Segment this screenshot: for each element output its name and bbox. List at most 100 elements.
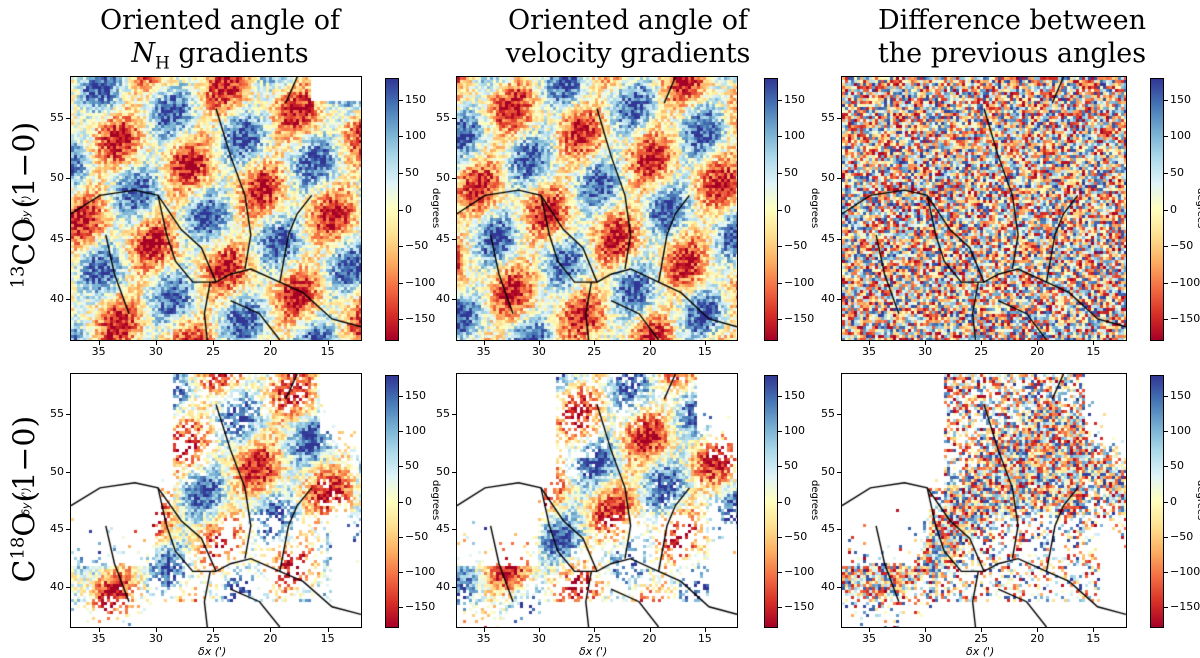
colorbar-tick-label: 0: [1170, 202, 1177, 216]
colorbar-tickmark: [399, 209, 403, 211]
y-tick-label: 45: [50, 522, 64, 536]
colorbar-tickmark: [1164, 172, 1168, 174]
colorbar-tick-label: 150: [405, 389, 426, 403]
colorbar-tickmark: [1164, 319, 1168, 321]
x-tick-label: 35: [862, 345, 877, 358]
x-tick-label: 15: [1086, 345, 1101, 358]
colorbar-tickmark: [399, 431, 403, 433]
colorbar-tickmark: [778, 282, 782, 284]
column-title-3: Difference between the previous angles: [847, 4, 1177, 70]
x-tickmark: [649, 628, 651, 632]
x-tick-label: 15: [697, 632, 712, 645]
x-tickmark: [594, 628, 596, 632]
colorbar-tick-label: 100: [784, 129, 805, 143]
y-tickmark: [452, 118, 456, 120]
colorbar-tickmark: [399, 136, 403, 138]
x-axis-label: δx ('): [579, 645, 608, 658]
x-tickmark: [981, 341, 983, 345]
colorbar-tickmark: [778, 246, 782, 248]
colorbar-tickmark: [399, 606, 403, 608]
x-tickmark: [704, 628, 706, 632]
x-tickmark: [1093, 628, 1095, 632]
colorbar-tickmark: [1164, 282, 1168, 284]
y-tickmark: [452, 529, 456, 531]
y-tickmark: [452, 238, 456, 240]
colorbar-tick-label: −150: [1170, 312, 1200, 326]
colorbar-tick-label: 0: [784, 494, 791, 508]
colorbar-tick-label: 50: [784, 459, 798, 473]
x-tick-label: 30: [148, 345, 163, 358]
colorbar-tickmark: [778, 172, 782, 174]
y-tick-label: 45: [821, 231, 835, 245]
heatmap-panel-r2-c2: [456, 373, 738, 628]
x-tick-label: 25: [974, 345, 989, 358]
y-tick-label: 40: [436, 580, 450, 594]
x-tick-label: 20: [1030, 345, 1045, 358]
colorbar-tick-label: −100: [1170, 564, 1200, 578]
x-tick-label: 15: [320, 632, 335, 645]
column-title-1: Oriented angle of NH gradients: [55, 4, 385, 80]
colorbar-tick-label: −100: [784, 275, 815, 289]
colorbar-tickmark: [1164, 536, 1168, 538]
x-tickmark: [869, 628, 871, 632]
y-axis-label: δy ('): [790, 486, 804, 516]
y-tick-label: 55: [821, 406, 835, 420]
y-tickmark: [837, 178, 841, 180]
x-tickmark: [98, 628, 100, 632]
x-tick-label: 15: [1086, 632, 1101, 645]
column-title-3-line2: the previous angles: [877, 38, 1147, 69]
x-axis-label: δx ('): [966, 645, 995, 658]
colorbar-label: degrees: [1195, 187, 1200, 228]
y-axis-label: δy ('): [19, 486, 33, 516]
colorbar-tick-label: 100: [1170, 424, 1191, 438]
colorbar-tick-label: 0: [1170, 494, 1177, 508]
colorbar: [764, 375, 778, 628]
colorbar-tick-label: −150: [405, 599, 436, 613]
colorbar-tick-label: −100: [784, 564, 815, 578]
heatmap-panel-r1-c2: [456, 76, 738, 341]
y-tick-label: 40: [821, 580, 835, 594]
x-tickmark: [270, 628, 272, 632]
x-tickmark: [538, 628, 540, 632]
column-title-1-line1: Oriented angle of: [100, 5, 340, 36]
colorbar-tickmark: [778, 209, 782, 211]
x-tick-label: 35: [862, 632, 877, 645]
colorbar-label: degrees: [809, 479, 820, 520]
y-tickmark: [452, 178, 456, 180]
x-tick-label: 15: [697, 345, 712, 358]
colorbar-tick-label: 150: [405, 92, 426, 106]
y-tick-label: 45: [436, 522, 450, 536]
colorbar-tickmark: [1164, 606, 1168, 608]
colorbar-label: degrees: [1195, 479, 1200, 520]
colorbar-tickmark: [778, 466, 782, 468]
column-title-1-nh: N: [131, 38, 155, 69]
y-tickmark: [452, 587, 456, 589]
colorbar-tick-label: 100: [405, 129, 426, 143]
y-tickmark: [66, 118, 70, 120]
x-tickmark: [327, 628, 329, 632]
y-tick-label: 40: [50, 580, 64, 594]
colorbar: [1150, 375, 1164, 628]
colorbar-tick-label: −50: [784, 239, 808, 253]
x-tick-label: 25: [587, 345, 602, 358]
x-tickmark: [270, 341, 272, 345]
colorbar-tickmark: [399, 466, 403, 468]
colorbar-tick-label: 0: [405, 494, 412, 508]
x-tick-label: 20: [1030, 632, 1045, 645]
x-tickmark: [155, 628, 157, 632]
column-title-2-line1: Oriented angle of: [508, 5, 748, 36]
colorbar-tickmark: [778, 396, 782, 398]
y-tickmark: [66, 238, 70, 240]
y-tick-label: 55: [50, 111, 64, 125]
y-tickmark: [837, 298, 841, 300]
y-tick-label: 50: [436, 171, 450, 185]
colorbar-tick-label: 0: [405, 202, 412, 216]
colorbar-tickmark: [778, 536, 782, 538]
x-tick-label: 30: [531, 632, 546, 645]
x-tick-label: 25: [206, 345, 221, 358]
y-tickmark: [837, 471, 841, 473]
y-tickmark: [452, 413, 456, 415]
x-tickmark: [925, 341, 927, 345]
x-tickmark: [1037, 628, 1039, 632]
colorbar-tickmark: [1164, 99, 1168, 101]
